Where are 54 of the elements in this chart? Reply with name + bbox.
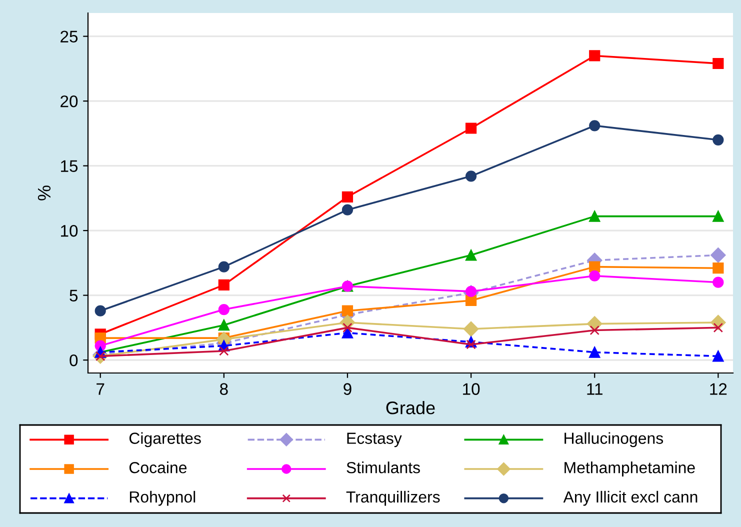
point (465, 170, 477, 182)
x-tick-label: 8 (220, 383, 228, 395)
y-tick-label: 20 (60, 95, 78, 108)
x-tick-label: 11 (587, 383, 602, 395)
x-tick-label: 10 (463, 383, 480, 395)
point (710, 248, 726, 263)
x-tick-label: 9 (344, 383, 352, 395)
point (466, 340, 476, 350)
legend-label: Cigarettes (129, 432, 201, 448)
legend-label: Hallucinogens (564, 432, 664, 448)
point (465, 250, 477, 261)
y-tick-label: 5 (70, 290, 78, 302)
point (342, 322, 352, 333)
point (465, 286, 477, 297)
point (589, 120, 600, 132)
point (342, 327, 354, 338)
point (589, 50, 600, 62)
point (589, 210, 600, 222)
y-tick-label: 0 (70, 354, 78, 366)
point (218, 320, 230, 331)
legend-label: Cocaine (129, 462, 187, 474)
point (712, 134, 724, 146)
point (218, 279, 230, 290)
point (219, 346, 229, 356)
point (590, 325, 600, 336)
x-axis-title: Grade (386, 401, 435, 414)
point (465, 294, 477, 306)
point (589, 270, 600, 282)
point (342, 204, 354, 216)
point (342, 305, 354, 316)
point (712, 262, 724, 274)
point (712, 210, 724, 222)
legend-label: Stimulants (346, 462, 420, 474)
legend-label: Tranquillizers (346, 490, 440, 506)
legend-label: Methamphetamine (564, 462, 695, 476)
point (94, 305, 106, 316)
point (589, 346, 600, 358)
y-tick-label: 10 (61, 224, 78, 237)
legend-label: Ecstasy (347, 432, 402, 448)
point (712, 58, 724, 70)
y-axis-title: % (38, 186, 51, 200)
point (465, 122, 477, 134)
y-tick-label: 15 (61, 160, 78, 172)
point (218, 261, 230, 272)
point (218, 304, 230, 316)
x-tick-label: 12 (710, 383, 727, 395)
x-tick-label: 7 (96, 383, 104, 395)
legend-label: Rohypnol (130, 490, 196, 506)
point (463, 321, 479, 337)
point (342, 191, 354, 202)
point (712, 276, 724, 288)
point (712, 350, 724, 362)
y-tick-label: 25 (60, 30, 78, 43)
legend-label: Any Illicit excl cann (563, 490, 698, 506)
